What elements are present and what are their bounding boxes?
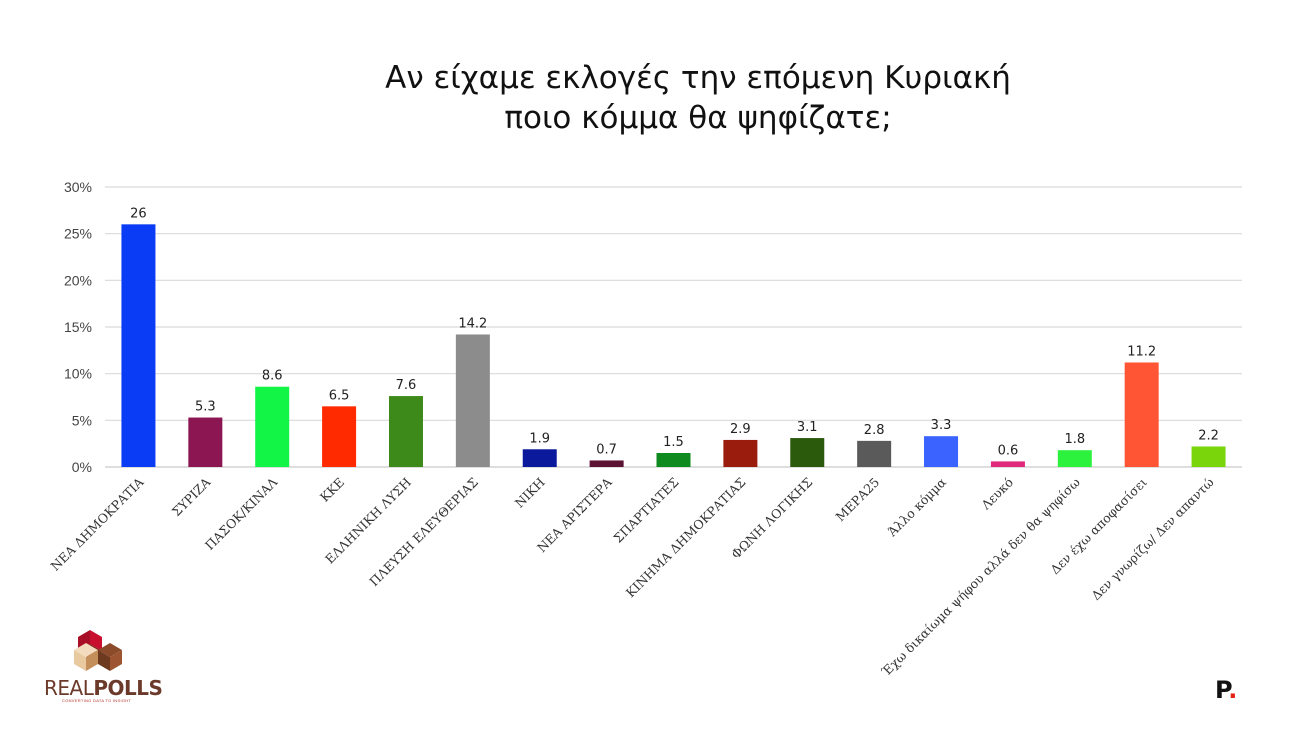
- bar: [924, 436, 959, 467]
- x-tick-label: Άλλο κόμμα: [884, 474, 950, 540]
- bar: [255, 386, 290, 467]
- data-label: 7.6: [396, 378, 417, 393]
- data-label: 11.2: [1127, 344, 1156, 359]
- data-label: 0.6: [998, 443, 1019, 458]
- realpolls-wordmark: REALPOLLS: [44, 676, 163, 700]
- x-tick-label: ΚΚΕ: [317, 475, 347, 505]
- y-tick-label: 30%: [64, 179, 92, 195]
- x-tick-label: ΝΕΑ ΔΗΜΟΚΡΑΤΙΑ: [47, 474, 147, 574]
- data-label: 26: [130, 206, 147, 221]
- bar: [388, 396, 423, 467]
- y-tick-label: 20%: [64, 272, 92, 288]
- bar: [1124, 362, 1159, 467]
- y-tick-label: 10%: [64, 366, 92, 382]
- bar: [188, 417, 223, 467]
- x-tick-label: ΚΙΝΗΜΑ ΔΗΜΟΚΡΑΤΙΑΣ: [623, 475, 749, 601]
- bar: [522, 449, 557, 467]
- data-label: 5.3: [195, 400, 216, 415]
- realpolls-cube-icon: [74, 630, 122, 671]
- bar: [589, 460, 624, 467]
- bar: [656, 453, 691, 467]
- x-tick-label: Λευκό: [978, 475, 1017, 514]
- chart-title-line-1: Αν είχαμε εκλογές την επόμενη Κυριακή: [385, 60, 1011, 96]
- x-tick-label: ΣΠΑΡΤΙΑΤΕΣ: [610, 475, 681, 546]
- bar: [455, 334, 490, 467]
- x-tick-label: ΠΛΕΥΣΗ ΕΛΕΥΘΕΡΙΑΣ: [366, 475, 481, 590]
- bar: [790, 438, 825, 467]
- data-label: 3.1: [797, 420, 818, 435]
- y-tick-label: 0%: [72, 459, 92, 475]
- y-tick-label: 25%: [64, 226, 92, 242]
- x-tick-label: ΠΑΣΟΚ/ΚΙΝΑΛ: [202, 474, 281, 553]
- bar: [1057, 450, 1092, 467]
- x-tick-label: ΣΥΡΙΖΑ: [169, 474, 214, 519]
- data-label: 2.9: [730, 422, 751, 437]
- chart-title-line-2: ποιο κόμμα θα ψηφίζατε;: [504, 100, 892, 136]
- data-label: 3.3: [931, 418, 952, 433]
- data-label: 6.5: [329, 388, 350, 403]
- bar: [857, 440, 892, 467]
- y-tick-label: 15%: [64, 319, 92, 335]
- data-label: 2.8: [864, 423, 885, 438]
- data-label: 0.7: [596, 442, 617, 457]
- bar: [1191, 446, 1226, 467]
- data-label: 1.8: [1064, 432, 1085, 447]
- data-label: 1.9: [529, 431, 550, 446]
- chart-title: Αν είχαμε εκλογές την επόμενη Κυριακή πο…: [0, 58, 1290, 138]
- bar: [723, 439, 758, 467]
- bar: [121, 224, 156, 467]
- bar: [322, 406, 357, 467]
- p-logo: P.: [1215, 676, 1238, 704]
- x-tick-label: Δεν γνωρίζω/ Δεν απαντώ: [1088, 475, 1216, 603]
- realpolls-tagline: CONVERTING DATA TO INSIGHT: [62, 698, 132, 703]
- realpolls-logo: REALPOLLS CONVERTING DATA TO INSIGHT: [44, 628, 163, 706]
- x-tick-label: ΝΙΚΗ: [512, 474, 548, 510]
- bar: [990, 461, 1025, 467]
- x-tick-label: ΜΕΡΑ25: [833, 475, 883, 525]
- data-label: 2.2: [1198, 428, 1219, 443]
- data-label: 1.5: [663, 435, 684, 450]
- data-label: 8.6: [262, 369, 283, 384]
- y-tick-label: 5%: [72, 412, 92, 428]
- data-label: 14.2: [458, 316, 487, 331]
